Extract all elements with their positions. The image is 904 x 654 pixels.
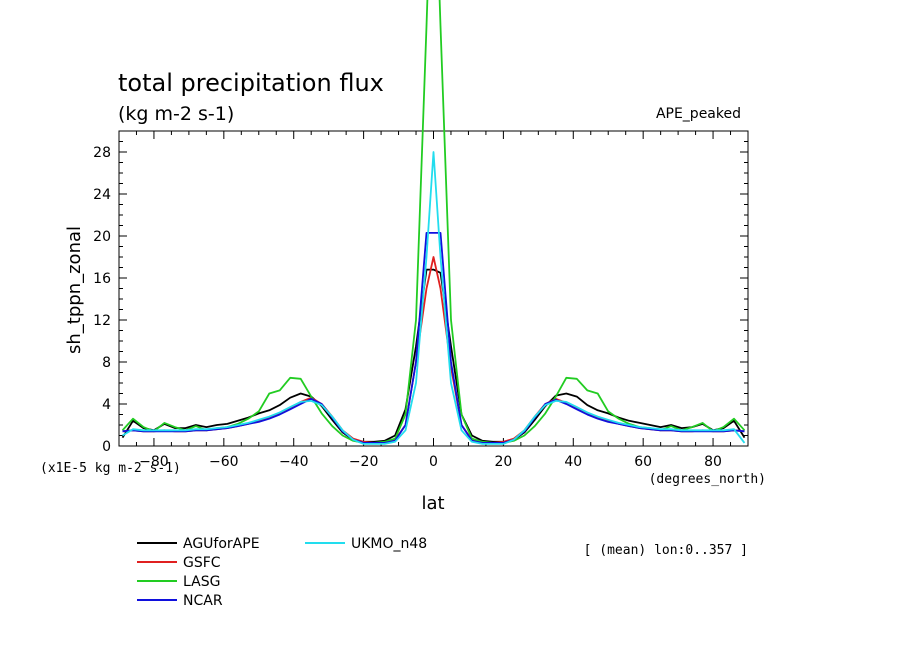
x-axis: −80 −60 −40 −20 0 20 40 60 80 xyxy=(118,131,749,470)
y-axis: 0 4 8 12 16 20 24 28 xyxy=(93,130,748,455)
mean-note: [ (mean) lon:0..357 ] xyxy=(584,543,748,558)
plot-frame xyxy=(118,130,749,447)
x-tick-label: −20 xyxy=(349,454,379,470)
y-tick-label: 0 xyxy=(102,439,111,455)
y-tick-label: 28 xyxy=(93,145,111,161)
legend-label: AGUforAPE xyxy=(183,536,260,552)
x-tick-label: −60 xyxy=(209,454,239,470)
legend-label: NCAR xyxy=(183,593,223,609)
series-lines xyxy=(121,0,746,445)
series-line-ukmo_n48 xyxy=(122,151,746,445)
y-tick-label: 16 xyxy=(93,271,111,287)
y-tick-label: 8 xyxy=(102,355,111,371)
y-axis-label: sh_tppn_zonal xyxy=(64,226,85,354)
x-units-label: (degrees_north) xyxy=(649,472,766,487)
legend-label: UKMO_n48 xyxy=(351,536,427,552)
y-tick-label: 24 xyxy=(93,187,111,203)
x-tick-label: 0 xyxy=(429,454,438,470)
y-tick-label: 12 xyxy=(93,313,111,329)
y-units-label: (x1E-5 kg m-2 s-1) xyxy=(40,461,181,476)
series-line-ncar xyxy=(122,231,745,444)
x-tick-label: 60 xyxy=(634,454,652,470)
x-tick-label: 80 xyxy=(704,454,722,470)
x-tick-label: −40 xyxy=(279,454,309,470)
chart-subtitle: (kg m-2 s-1) xyxy=(118,103,234,125)
x-tick-label: 20 xyxy=(494,454,512,470)
chart-title: total precipitation flux xyxy=(118,69,384,97)
y-tick-label: 20 xyxy=(93,229,111,245)
x-tick-label: 40 xyxy=(564,454,582,470)
series-line-aguforape xyxy=(121,268,746,443)
dataset-label: APE_peaked xyxy=(656,106,741,122)
legend-label: GSFC xyxy=(183,555,221,571)
plot-border xyxy=(118,130,749,447)
series-line-lasg xyxy=(121,0,746,444)
x-tick-label: −80 xyxy=(139,454,169,470)
legend: AGUforAPE GSFC LASG NCAR UKMO_n48 xyxy=(137,536,427,609)
legend-label: LASG xyxy=(183,574,220,590)
x-axis-label: lat xyxy=(421,493,444,514)
series-line-gsfc xyxy=(122,256,745,444)
y-tick-label: 4 xyxy=(102,397,111,413)
